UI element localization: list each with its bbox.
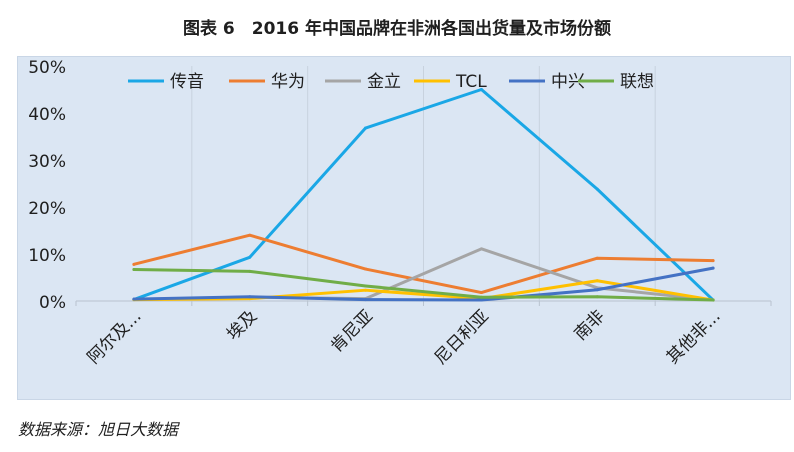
data-point — [711, 298, 715, 302]
y-tick-label: 10% — [28, 246, 66, 266]
data-point — [248, 295, 252, 299]
data-point — [364, 267, 368, 271]
legend-label: 传音 — [170, 72, 204, 92]
data-point — [479, 298, 483, 302]
data-point — [479, 88, 483, 91]
x-tick-label: 南非 — [571, 306, 609, 344]
data-point — [364, 126, 368, 130]
data-point — [711, 266, 715, 270]
series-line — [132, 233, 715, 295]
series-line — [132, 268, 715, 302]
data-point — [364, 288, 368, 292]
series-line — [132, 279, 715, 302]
x-tick-label: 肯尼亚 — [327, 306, 377, 356]
data-point — [595, 279, 599, 283]
data-point — [595, 256, 599, 260]
chart-area — [17, 56, 791, 400]
x-tick-label: 阿尔及... — [84, 306, 146, 368]
y-tick-label: 40% — [28, 105, 66, 125]
legend-label: 金立 — [367, 72, 401, 92]
chart-title: 图表 6 2016 年中国品牌在非洲各国出货量及市场份额 — [183, 19, 611, 39]
series-line — [132, 88, 715, 302]
x-tick-label: 其他非... — [663, 306, 725, 368]
data-point — [711, 259, 715, 263]
legend-label: TCL — [455, 72, 487, 92]
data-point — [248, 233, 252, 237]
legend-label: 中兴 — [551, 72, 585, 92]
y-tick-label: 20% — [28, 199, 66, 219]
x-tick-label: 尼日利亚 — [431, 306, 493, 368]
y-tick-label: 30% — [28, 152, 66, 172]
y-tick-label: 0% — [39, 293, 66, 313]
data-point — [595, 295, 599, 299]
data-point — [479, 291, 483, 295]
data-point — [364, 284, 368, 288]
data-point — [479, 295, 483, 299]
data-point — [132, 262, 136, 266]
series-line — [132, 266, 715, 302]
data-point — [132, 268, 136, 272]
data-point — [132, 297, 136, 301]
legend-label: 联想 — [620, 72, 654, 92]
data-point — [595, 288, 599, 292]
x-tick-label: 埃及 — [223, 306, 261, 344]
data-point — [364, 298, 368, 302]
data-point — [479, 247, 483, 251]
data-point — [248, 269, 252, 273]
legend-label: 华为 — [271, 72, 305, 92]
data-point — [595, 187, 599, 191]
y-tick-label: 50% — [28, 58, 66, 78]
source-note: 数据来源：旭日大数据 — [18, 420, 179, 439]
data-point — [248, 255, 252, 259]
